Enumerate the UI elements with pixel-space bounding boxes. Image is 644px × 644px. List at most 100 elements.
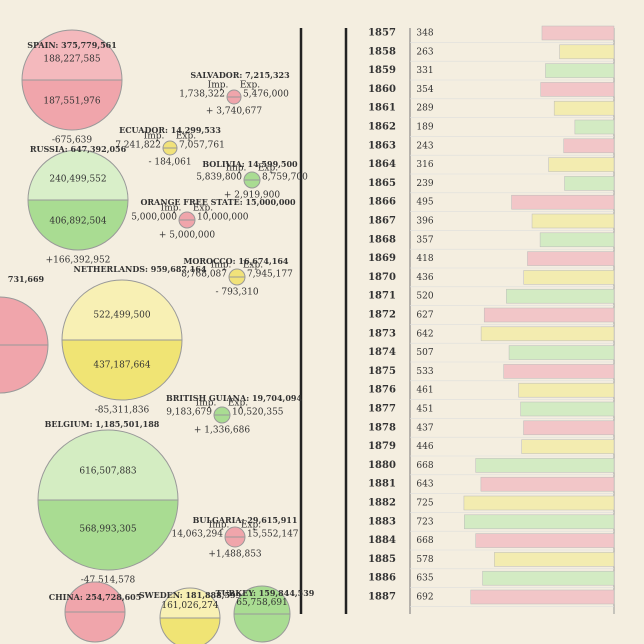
country-title: 731,669 [8,274,45,284]
value-label: 331 [416,66,433,76]
circle-top [224,526,246,538]
imp-label: Imp. [208,81,229,91]
exp-label: Exp. [193,204,213,214]
imp-label: Imp. [196,399,217,409]
country-title: TURKEY: 159,844,539 [216,588,315,598]
imp-label: Imp. [226,164,247,174]
year: 1880 [368,460,396,471]
circle-bottom [61,339,183,401]
year: 1857 [368,28,396,39]
bar [508,345,615,360]
exp-label: Exp. [228,399,248,409]
bar [511,194,615,210]
top-value: 161,026,274 [161,601,219,611]
value-label: 289 [416,104,433,114]
circle-top [0,296,49,346]
value-label: 357 [416,235,433,245]
difference: + 2,919,900 [224,191,280,201]
top-value: 522,499,500 [93,311,151,321]
year: 1866 [368,197,396,208]
bar [480,476,615,492]
country-title: ECUADOR: 14,299,533 [119,125,221,135]
year: 1887 [368,592,396,603]
circle-bottom [0,344,49,394]
bar [521,439,615,454]
imp-value: 1,738,322 [179,90,225,100]
difference: +166,392,952 [46,256,111,266]
year: 1869 [368,253,396,264]
bar [475,458,615,473]
year: 1878 [368,422,396,433]
value-label: 495 [416,198,433,208]
bar [503,364,615,379]
value-label: 461 [416,386,433,396]
difference: - 184,061 [148,158,191,168]
value-label: 243 [416,141,433,151]
country-title: BULGARIA: 29,615,911 [193,515,298,525]
bar [523,420,615,436]
imp-label: Imp. [161,204,182,214]
value-label: 507 [416,348,433,358]
bar [540,82,615,97]
value-label: 668 [416,536,433,546]
difference: + 3,740,677 [206,107,262,117]
bar [475,533,615,548]
value-label: 354 [416,85,433,95]
circle-top [37,429,179,501]
bottom-value: 187,551,976 [43,96,101,106]
imp-value: 9,183,679 [166,408,212,418]
top-value: 616,507,883 [79,466,137,476]
exp-value: 8,759,700 [262,173,308,183]
circle-bottom [226,96,242,105]
year: 1872 [368,310,396,321]
circle-top [27,149,129,201]
country-title: BOLIVIA: 14,599,500 [202,159,298,169]
top-value: 65,758,691 [236,598,288,608]
difference: + 1,336,686 [194,426,250,436]
circle-bottom [178,219,196,229]
value-label: 451 [416,405,433,415]
country-title: NETHERLANDS: 959,687,164 [74,264,207,274]
circle-top [233,585,291,615]
country-title: ORANGE FREE STATE: 15,000,000 [140,197,296,207]
bar [480,326,615,342]
country-title: SALVADOR: 7,215,323 [190,70,290,80]
year: 1886 [368,573,396,584]
exp-label: Exp. [258,164,278,174]
bar [564,176,615,191]
value-label: 418 [416,254,433,264]
value-label: 643 [416,480,433,490]
exp-value: 10,000,000 [197,213,249,223]
year: 1879 [368,441,396,452]
year: 1884 [368,535,396,546]
bar [506,288,615,304]
circle-bottom [64,611,126,643]
bar [527,251,615,266]
value-label: 692 [416,593,433,603]
value-label: 533 [416,367,433,377]
circle-bottom [159,617,221,644]
value-label: 316 [416,160,433,170]
value-label: 239 [416,179,433,189]
circle-top [21,29,123,81]
bar [482,570,615,586]
bar [520,401,615,417]
country-title: CHINA: 254,728,605 [49,592,142,602]
imp-value: 8,768,087 [181,270,227,280]
circle-top [243,171,261,181]
year: 1859 [368,65,396,76]
circle-top [178,211,196,221]
year: 1858 [368,46,396,57]
year: 1883 [368,516,396,527]
imp-label: Imp. [209,521,230,531]
circle-top [159,587,221,619]
bar [494,552,615,567]
top-value: 188,227,585 [43,55,101,65]
value-label: 348 [416,29,433,39]
year: 1862 [368,122,396,133]
year: 1875 [368,366,396,377]
value-label: 668 [416,461,433,471]
year: 1874 [368,347,396,358]
exp-value: 5,476,000 [243,90,289,100]
